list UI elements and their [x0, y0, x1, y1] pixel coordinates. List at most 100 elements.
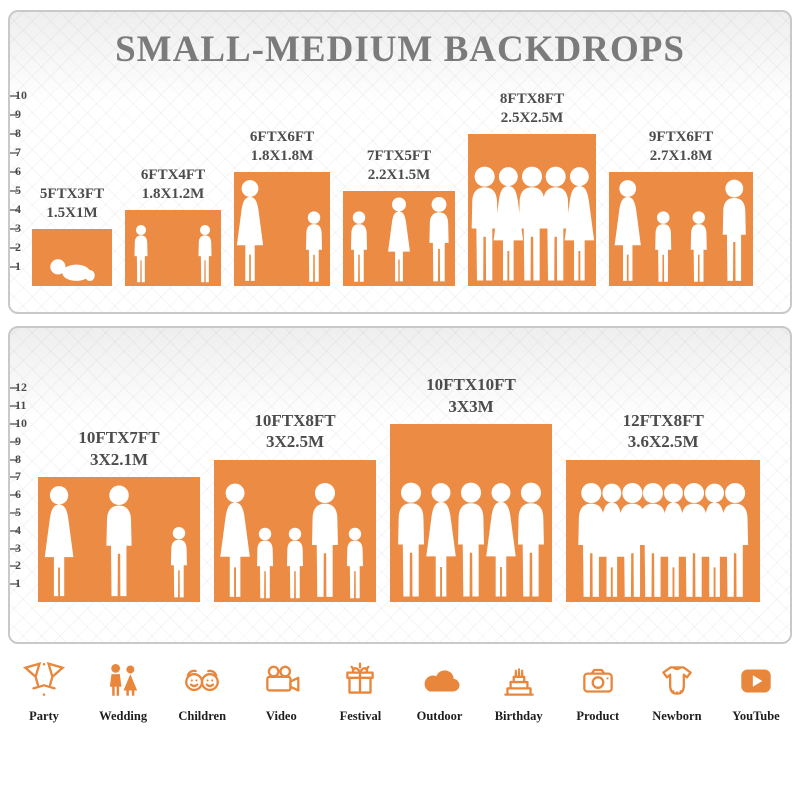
backdrop-size-meters: 2.2X1.5M: [367, 167, 431, 184]
category-label: Birthday: [494, 709, 543, 723]
category-label: Wedding: [99, 709, 148, 723]
ruler-number: 10: [15, 87, 27, 102]
small-medium-chart-panel: SMALL-MEDIUM BACKDROPS 1 2 3 4 5 6 7 8 9 10 5FTX3F…: [8, 10, 792, 314]
ruler-tick: [10, 565, 18, 568]
category-item-wedding: Wedding: [91, 660, 155, 724]
photo-camera-icon: [582, 668, 613, 693]
ruler-number: 5: [15, 504, 21, 519]
category-item-newborn: Newborn: [645, 660, 709, 724]
category-item-outdoor: Outdoor: [408, 660, 472, 724]
backdrop-size-feet: 12FTX8FT: [622, 410, 704, 430]
people-silhouettes: [134, 225, 212, 283]
page-title: SMALL-MEDIUM BACKDROPS: [115, 29, 685, 70]
ruler-tick: [10, 152, 18, 154]
people-silhouettes: [471, 166, 595, 281]
backdrop-size-meters: 2.5X2.5M: [500, 110, 564, 127]
baby-onesie-icon: [662, 666, 692, 695]
backdrop-size-feet: 5FTX3FT: [39, 186, 105, 202]
backdrop-size-feet: 6FTX4FT: [140, 167, 206, 183]
people-silhouettes: [236, 180, 323, 282]
backdrop-size-label: 10FTX8FT 3X2.5M: [194, 410, 396, 454]
ruler-number: 1: [15, 575, 21, 590]
bottom-size-chart: 1 2 3 4 5 6 7 8 9 10 11 12 10FTX7FT 3X2.1M 10FTX8FT 3X2…: [10, 328, 790, 642]
backdrop-size-meters: 3.6X2.5M: [627, 432, 699, 452]
backdrop-size-label: 6FTX4FT 1.8X1.2M: [105, 166, 241, 204]
category-label: Festival: [339, 709, 382, 723]
category-item-party: Party: [12, 660, 76, 724]
category-label: YouTube: [732, 709, 780, 723]
ruler-tick: [10, 458, 18, 461]
ruler-number: 2: [15, 558, 21, 573]
people-silhouettes: [350, 197, 449, 282]
category-item-birthday: Birthday: [487, 660, 551, 724]
ruler-number: 7: [15, 469, 21, 484]
backdrop-size-label: 6FTX6FT 1.8X1.8M: [214, 128, 350, 166]
category-label: Product: [576, 709, 620, 723]
backdrop-size-label: 7FTX5FT 2.2X1.5M: [323, 147, 475, 185]
category-label: Party: [29, 709, 59, 723]
ruler-tick: [10, 476, 18, 479]
party-glasses-icon: [23, 661, 65, 696]
ruler-number: 10: [15, 415, 27, 430]
backdrop-size-label: 8FTX8FT 2.5X2.5M: [448, 90, 616, 128]
play-button-icon: [741, 669, 771, 693]
category-label: Children: [178, 709, 227, 723]
backdrop-size-label: 10FTX10FT 3X3M: [370, 374, 572, 418]
cloud-icon: [424, 670, 459, 692]
backdrop-size-label: 9FTX6FT 2.7X1.8M: [589, 128, 773, 166]
category-item-children: Children: [170, 660, 234, 724]
backdrop-size-meters: 3X3M: [448, 396, 494, 416]
ruler-number: 3: [15, 540, 21, 555]
ruler-number: 9: [15, 106, 21, 121]
people-silhouettes: [220, 482, 363, 598]
backdrop-size-meters: 3X2.5M: [265, 432, 325, 452]
video-camera-icon: [266, 665, 300, 692]
gift-icon: [346, 662, 375, 694]
category-item-youtube: YouTube: [724, 660, 788, 724]
ruler-tick: [10, 114, 18, 116]
category-label: Newborn: [652, 709, 702, 723]
people-silhouettes: [398, 482, 544, 597]
backdrop-size-feet: 9FTX6FT: [648, 129, 714, 145]
children-faces-icon: [185, 669, 220, 692]
backdrop-size-meters: 1.8X1.8M: [250, 148, 314, 165]
ruler-number: 11: [15, 397, 27, 412]
backdrop-size-meters: 1.5X1M: [46, 205, 98, 222]
category-item-festival: Festival: [328, 660, 392, 724]
people-silhouettes: [50, 259, 95, 281]
people-silhouettes: [614, 179, 746, 282]
ruler-tick: [10, 228, 18, 230]
category-item-video: Video: [249, 660, 313, 724]
ruler-tick: [10, 423, 18, 425]
backdrop-size-feet: 10FTX8FT: [254, 410, 336, 430]
ruler-number: 3: [15, 220, 21, 235]
category-label: Video: [265, 709, 297, 723]
large-chart-panel: 1 2 3 4 5 6 7 8 9 10 11 12 10FTX7FT 3X2.1M 10FTX8FT 3X2…: [8, 326, 792, 644]
ruler-tick: [10, 95, 18, 97]
ruler-tick: [10, 266, 18, 268]
ruler-tick: [10, 512, 18, 514]
ruler-number: 12: [15, 380, 27, 395]
ruler-number: 4: [15, 201, 21, 216]
ruler-number: 7: [15, 144, 21, 159]
ruler-tick: [10, 247, 18, 249]
backdrop-size-feet: 6FTX6FT: [249, 129, 315, 145]
ruler-number: 2: [15, 239, 21, 254]
backdrop-size-label: 10FTX7FT 3X2.1M: [18, 427, 220, 471]
ruler-number: 6: [15, 486, 21, 501]
people-silhouettes: [578, 482, 749, 597]
backdrop-size-meters: 2.7X1.8M: [649, 148, 713, 165]
ruler-tick: [10, 529, 18, 532]
category-item-product: Product: [566, 660, 630, 724]
ruler-tick: [10, 190, 18, 192]
backdrop-size-meters: 3X2.1M: [89, 450, 149, 470]
category-label: Outdoor: [416, 709, 463, 723]
backdrop-size-feet: 10FTX7FT: [78, 428, 160, 448]
backdrop-size-label: 12FTX8FT 3.6X2.5M: [546, 410, 780, 454]
ruler-tick: [10, 209, 18, 211]
ruler-tick: [10, 494, 18, 497]
ruler-number: 9: [15, 433, 21, 448]
ruler-number: 6: [15, 163, 21, 178]
backdrop-size-label: 5FTX3FT 1.5X1M: [12, 185, 132, 223]
